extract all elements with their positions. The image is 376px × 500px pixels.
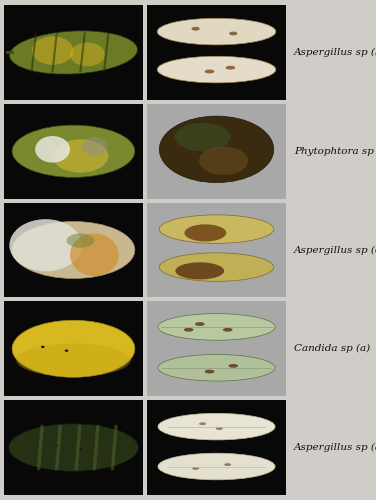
Ellipse shape [159,253,274,282]
Ellipse shape [205,70,214,73]
Ellipse shape [65,350,68,352]
Ellipse shape [32,36,73,65]
Ellipse shape [159,116,274,182]
Ellipse shape [158,453,275,480]
Ellipse shape [16,344,130,377]
Ellipse shape [158,354,275,381]
Ellipse shape [199,422,206,425]
Ellipse shape [9,31,138,74]
Ellipse shape [223,328,232,332]
Ellipse shape [184,328,194,332]
Ellipse shape [224,463,231,466]
Ellipse shape [12,222,135,278]
Ellipse shape [229,32,237,36]
Ellipse shape [228,364,238,368]
Ellipse shape [79,448,82,450]
Text: Candida sp (a): Candida sp (a) [294,344,370,354]
Ellipse shape [70,42,105,66]
Ellipse shape [55,444,59,447]
Ellipse shape [191,27,200,30]
Text: Phytophtora sp: Phytophtora sp [294,146,374,156]
Ellipse shape [9,219,82,272]
Text: Aspergillus sp (c): Aspergillus sp (c) [294,246,376,254]
Ellipse shape [157,56,276,83]
Ellipse shape [216,427,223,430]
Text: Aspergillus sp (b): Aspergillus sp (b) [294,48,376,57]
Ellipse shape [9,424,138,472]
Ellipse shape [159,215,274,244]
Ellipse shape [158,414,275,440]
Ellipse shape [192,467,199,470]
Ellipse shape [35,136,70,162]
Ellipse shape [199,146,248,175]
Ellipse shape [157,18,276,45]
Ellipse shape [185,224,226,242]
Ellipse shape [53,140,108,172]
Ellipse shape [158,314,275,340]
Ellipse shape [175,262,224,280]
Text: Aspergillus sp (a): Aspergillus sp (a) [294,443,376,452]
Ellipse shape [205,370,214,374]
Ellipse shape [12,320,135,377]
Ellipse shape [41,346,44,348]
Ellipse shape [70,234,119,276]
Ellipse shape [195,322,205,326]
Ellipse shape [226,66,235,70]
Ellipse shape [82,137,107,156]
Ellipse shape [175,123,230,151]
Ellipse shape [67,234,94,247]
Ellipse shape [12,125,135,178]
